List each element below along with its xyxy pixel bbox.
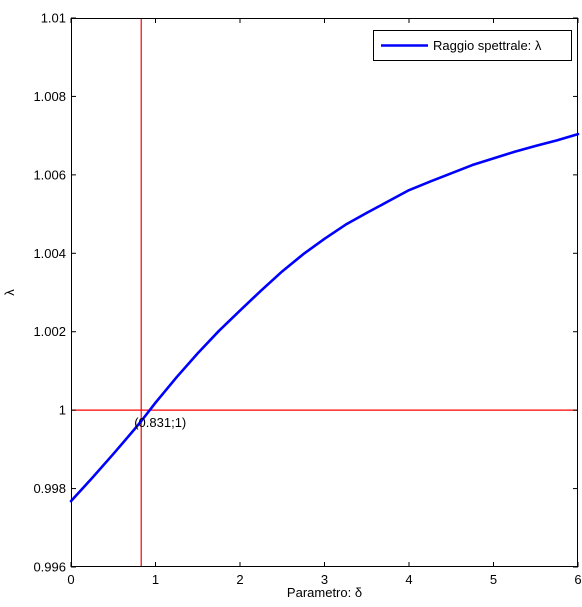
x-tick-label: 2 <box>236 572 243 587</box>
y-tick-label: 1.002 <box>33 324 66 339</box>
x-tick-label: 3 <box>321 572 328 587</box>
y-tick-label: 1.008 <box>33 89 66 104</box>
annotations: (0.831;1) <box>134 415 186 430</box>
legend-label: Raggio spettrale: λ <box>433 38 542 53</box>
x-tick-label: 1 <box>152 572 159 587</box>
y-axis-label: λ <box>2 289 17 296</box>
y-tick-label: 1.01 <box>41 11 66 26</box>
plot-area <box>71 18 578 567</box>
series-layer <box>69 132 580 503</box>
x-tick-label: 4 <box>405 572 412 587</box>
x-axis-label: Parametro: δ <box>287 585 362 600</box>
x-tick-label: 0 <box>67 572 74 587</box>
x-axis: 0 1 2 3 4 5 6 <box>67 18 582 587</box>
y-tick-label: 0.998 <box>33 481 66 496</box>
legend: Raggio spettrale: λ <box>373 30 572 61</box>
y-tick-label: 0.996 <box>33 560 66 575</box>
y-tick-label: 1.006 <box>33 167 66 182</box>
y-tick-label: 1.004 <box>33 246 66 261</box>
y-tick-label: 1 <box>59 403 66 418</box>
annotation-label: (0.831;1) <box>134 415 186 430</box>
y-axis: 0.996 0.998 1 1.002 1.004 1.006 1.008 1.01 <box>33 11 578 575</box>
x-tick-label: 6 <box>574 572 581 587</box>
reference-lines <box>71 18 578 567</box>
x-tick-label: 5 <box>490 572 497 587</box>
series-line-1 <box>69 132 580 503</box>
